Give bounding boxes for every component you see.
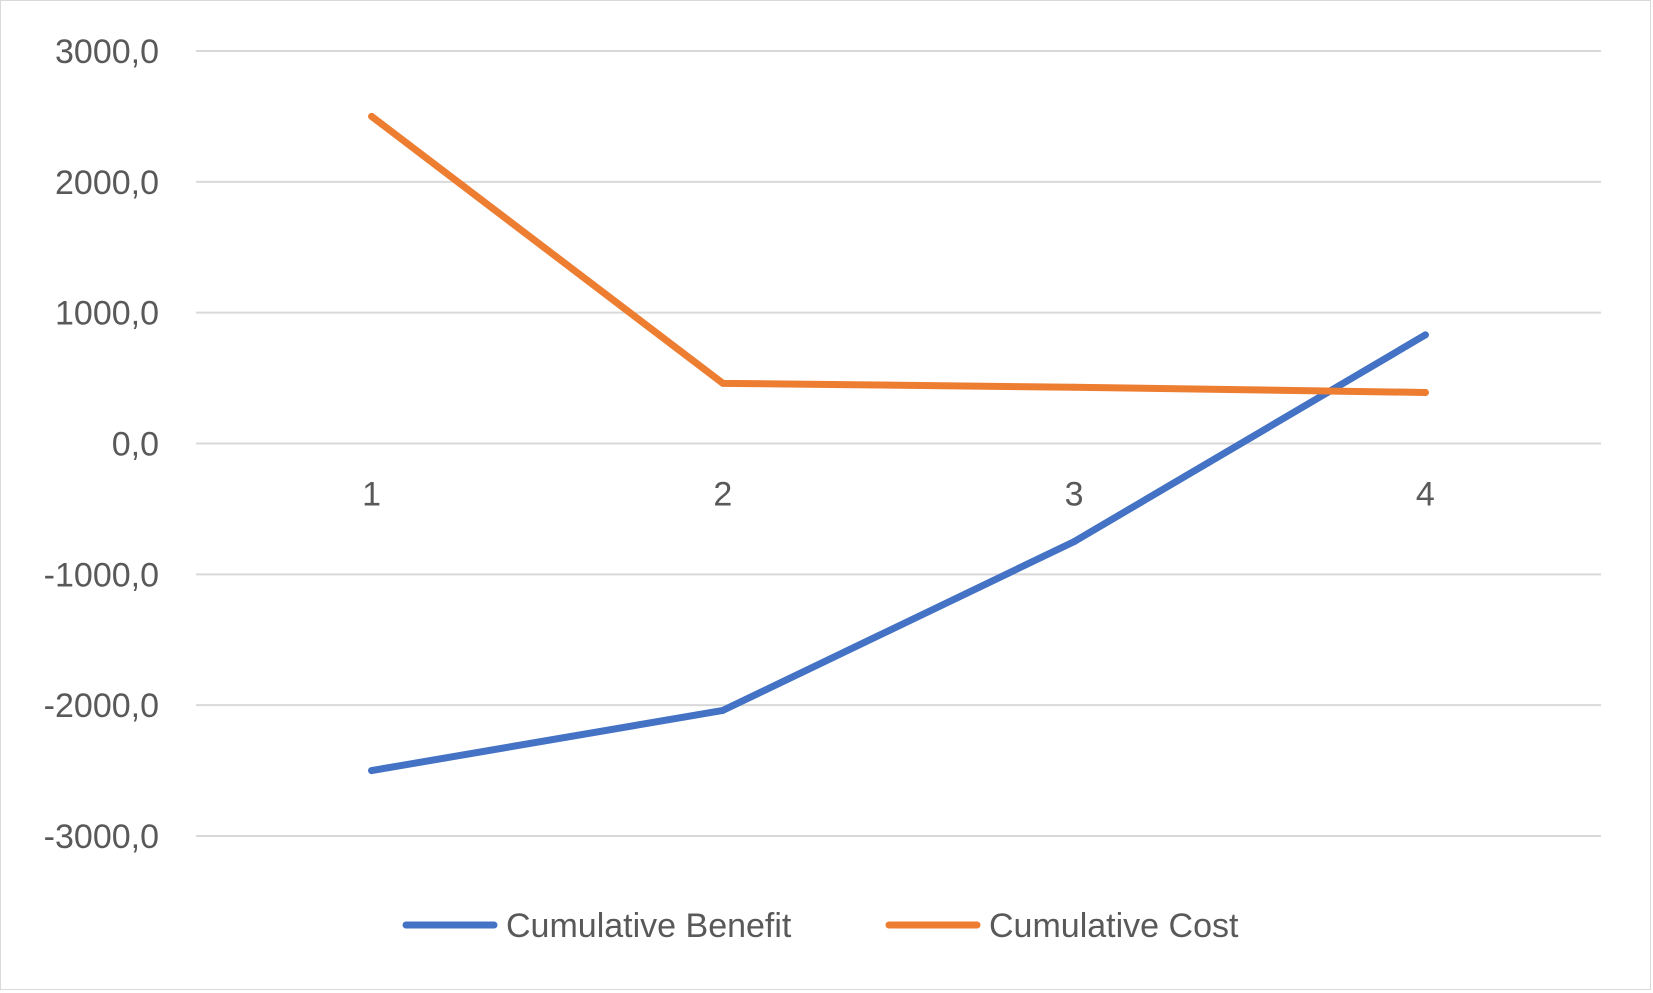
y-tick-label: 2000,0 [55,164,159,202]
x-tick-label: 4 [1416,476,1435,514]
x-tick-label: 1 [362,476,381,514]
data-point-cumulative-cost [1070,383,1078,391]
legend-item-cumulative-benefit: Cumulative Benefit [402,907,792,945]
data-point-cumulative-benefit [719,706,727,714]
data-point-cumulative-benefit [1421,331,1429,339]
x-axis-tick-labels: 1 2 3 4 [362,476,1435,514]
y-tick-label: -3000,0 [44,818,159,856]
x-tick-label: 3 [1065,476,1084,514]
series-line-cumulative-benefit [368,331,1429,775]
legend-label: Cumulative Benefit [506,907,792,945]
y-tick-label: -2000,0 [44,687,159,725]
x-tick-label: 2 [713,476,732,514]
legend-item-cumulative-cost: Cumulative Cost [885,907,1239,945]
data-point-cumulative-cost [719,379,727,387]
legend-label: Cumulative Cost [989,907,1239,945]
y-tick-label: 3000,0 [55,33,159,71]
y-tick-label: 0,0 [112,426,159,464]
y-tick-label: 1000,0 [55,295,159,333]
series-lines [368,112,1429,775]
series-line-cumulative-cost [368,112,1429,396]
data-point-cumulative-benefit [368,767,376,775]
data-point-cumulative-cost [368,112,376,120]
legend: Cumulative Benefit Cumulative Cost [402,907,1239,945]
gridlines [196,50,1601,837]
data-point-cumulative-benefit [1070,538,1078,546]
data-point-cumulative-cost [1421,388,1429,396]
y-tick-label: -1000,0 [44,556,159,594]
y-axis-tick-labels: 3000,0 2000,0 1000,0 0,0 -1000,0 -2000,0 -3000… [44,33,159,856]
